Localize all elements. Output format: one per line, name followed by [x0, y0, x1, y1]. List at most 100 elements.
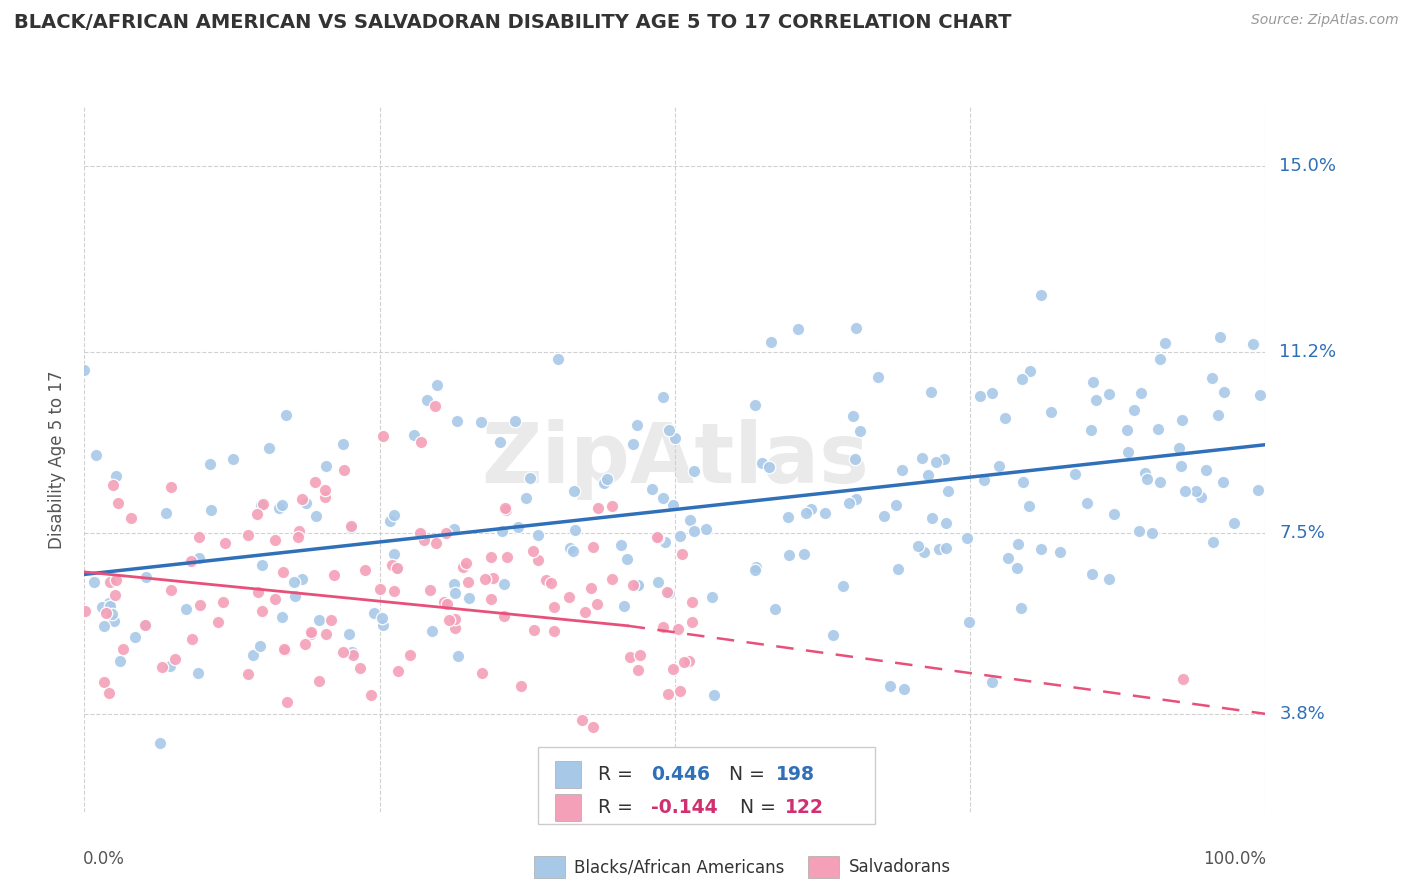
Point [1174, 484, 1197, 499]
Point [1170, 458, 1192, 473]
Point [969, 389, 991, 403]
Point [1104, 508, 1126, 522]
Point [1018, 364, 1040, 378]
Point [609, 538, 631, 552]
Point [845, 320, 868, 334]
Point [97, 596, 120, 610]
Point [1010, 601, 1032, 615]
Point [1195, 463, 1218, 477]
Point [451, 559, 474, 574]
Text: Source: ZipAtlas.com: Source: ZipAtlas.com [1251, 13, 1399, 28]
Point [574, 605, 596, 619]
Point [988, 459, 1011, 474]
Text: 100.0%: 100.0% [1204, 850, 1267, 869]
Point [651, 390, 673, 404]
Point [776, 509, 799, 524]
Point [308, 673, 330, 688]
Point [1171, 672, 1194, 686]
Point [1049, 544, 1071, 558]
Point [1140, 526, 1163, 541]
Point [592, 476, 614, 491]
Point [288, 524, 311, 538]
Point [470, 415, 492, 429]
Point [925, 455, 948, 469]
Point [340, 645, 363, 659]
Point [1149, 475, 1171, 490]
Point [385, 560, 408, 574]
Point [273, 643, 295, 657]
Point [337, 627, 360, 641]
Point [621, 437, 644, 451]
Point [519, 471, 541, 485]
Point [586, 500, 609, 515]
Point [454, 556, 477, 570]
Point [1007, 537, 1029, 551]
Point [562, 544, 585, 558]
Text: R =: R = [598, 764, 638, 784]
Point [1202, 535, 1225, 549]
Text: 122: 122 [785, 798, 824, 817]
Point [491, 524, 513, 538]
Point [669, 684, 692, 698]
Point [1031, 542, 1053, 557]
Point [907, 539, 929, 553]
Point [744, 563, 766, 577]
Point [246, 585, 269, 599]
Point [481, 591, 503, 606]
Point [101, 478, 124, 492]
Point [793, 547, 815, 561]
Text: BLACK/AFRICAN AMERICAN VS SALVADORAN DISABILITY AGE 5 TO 17 CORRELATION CHART: BLACK/AFRICAN AMERICAN VS SALVADORAN DIS… [14, 13, 1011, 32]
Text: -0.144: -0.144 [651, 798, 717, 817]
Point [105, 573, 128, 587]
Point [1212, 475, 1234, 489]
Point [621, 578, 644, 592]
Point [671, 547, 693, 561]
Point [124, 630, 146, 644]
Point [628, 648, 651, 663]
Point [662, 662, 685, 676]
Point [413, 533, 436, 547]
Point [98, 686, 121, 700]
Point [658, 423, 681, 437]
Point [1171, 413, 1194, 427]
Point [443, 577, 465, 591]
Point [160, 480, 183, 494]
Point [1005, 561, 1028, 575]
Point [200, 503, 222, 517]
Point [284, 590, 307, 604]
Point [761, 334, 783, 349]
Point [291, 491, 314, 506]
Point [794, 506, 817, 520]
Point [457, 591, 479, 605]
Point [1167, 442, 1189, 456]
Point [848, 424, 870, 438]
Point [444, 612, 467, 626]
Point [294, 637, 316, 651]
Point [645, 530, 668, 544]
Point [786, 322, 808, 336]
Point [249, 639, 271, 653]
Point [681, 595, 703, 609]
Point [619, 649, 641, 664]
Point [934, 452, 956, 467]
Point [703, 688, 725, 702]
Point [423, 399, 446, 413]
Point [751, 456, 773, 470]
Point [287, 530, 309, 544]
Point [135, 569, 157, 583]
Point [304, 475, 326, 490]
Point [994, 411, 1017, 425]
Point [515, 491, 537, 505]
Point [271, 498, 294, 512]
Point [997, 550, 1019, 565]
Point [891, 463, 914, 477]
Point [479, 550, 502, 565]
Point [1206, 408, 1229, 422]
Point [103, 614, 125, 628]
Point [101, 607, 124, 621]
Point [627, 663, 650, 677]
Point [522, 543, 544, 558]
Point [571, 713, 593, 727]
Point [105, 469, 128, 483]
Text: 198: 198 [776, 764, 815, 784]
